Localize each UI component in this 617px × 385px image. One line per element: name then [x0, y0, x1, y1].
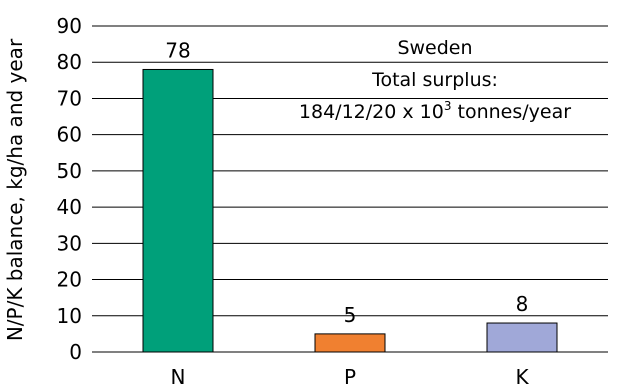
bar-n: [142, 68, 214, 353]
annotation-line-1: Sweden: [397, 37, 472, 59]
y-tick-label: 20: [57, 268, 82, 292]
value-label-p: 5: [344, 303, 357, 327]
y-tick-label: 90: [57, 14, 82, 38]
y-tick-label: 70: [57, 86, 82, 110]
annotation-line-3-tail: tonnes/year: [451, 101, 571, 123]
bar-p: [314, 333, 386, 353]
annotation-line-3: 184/12/20 x 103 tonnes/year: [299, 99, 571, 123]
annotation-line-2: Total surplus:: [371, 69, 498, 91]
annotation-line-3-main: 184/12/20 x 10: [299, 101, 444, 123]
y-axis-label: N/P/K balance, kg/ha and year: [3, 38, 27, 341]
y-tick-label: 10: [57, 304, 82, 328]
y-tick-labels: 0 10 20 30 40 50 60 70 80 90: [57, 14, 82, 364]
y-tick-label: 80: [57, 50, 82, 74]
x-tick-label-n: N: [171, 365, 186, 385]
y-tick-label: 60: [57, 123, 82, 147]
y-tick-label: 30: [57, 231, 82, 255]
y-tick-label: 50: [57, 159, 82, 183]
value-label-n: 78: [165, 38, 190, 62]
x-tick-label-p: P: [344, 365, 356, 385]
annotation: Sweden Total surplus: 184/12/20 x 103 to…: [299, 37, 571, 123]
bars: [142, 68, 558, 353]
x-tick-label-k: K: [515, 365, 529, 385]
bar-k: [486, 322, 558, 353]
y-tick-label: 40: [57, 195, 82, 219]
value-label-k: 8: [516, 292, 529, 316]
annotation-line-3-sup: 3: [444, 99, 452, 113]
value-labels: 78 5 8: [165, 38, 528, 326]
y-tick-label: 0: [69, 340, 82, 364]
